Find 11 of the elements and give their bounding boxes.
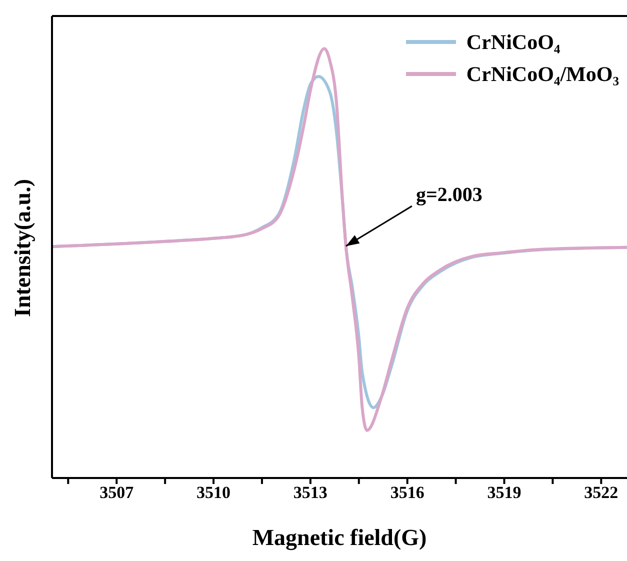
- y-axis-title: Intensity(a.u.): [10, 178, 36, 317]
- x-tick-label: 3510: [196, 483, 231, 502]
- legend-label: CrNiCoO₄/MoO₃: [466, 62, 619, 86]
- x-tick-label: 3513: [293, 483, 328, 502]
- x-tick-label: 3516: [390, 483, 424, 502]
- legend-label: CrNiCoO₄: [466, 30, 560, 54]
- annotation: g=2.003: [416, 184, 482, 206]
- x-axis-title: Magnetic field(G): [252, 525, 427, 551]
- x-tick-label: 3507: [100, 483, 134, 502]
- x-tick-label: 3522: [584, 483, 618, 502]
- x-tick-label: 3519: [487, 483, 522, 502]
